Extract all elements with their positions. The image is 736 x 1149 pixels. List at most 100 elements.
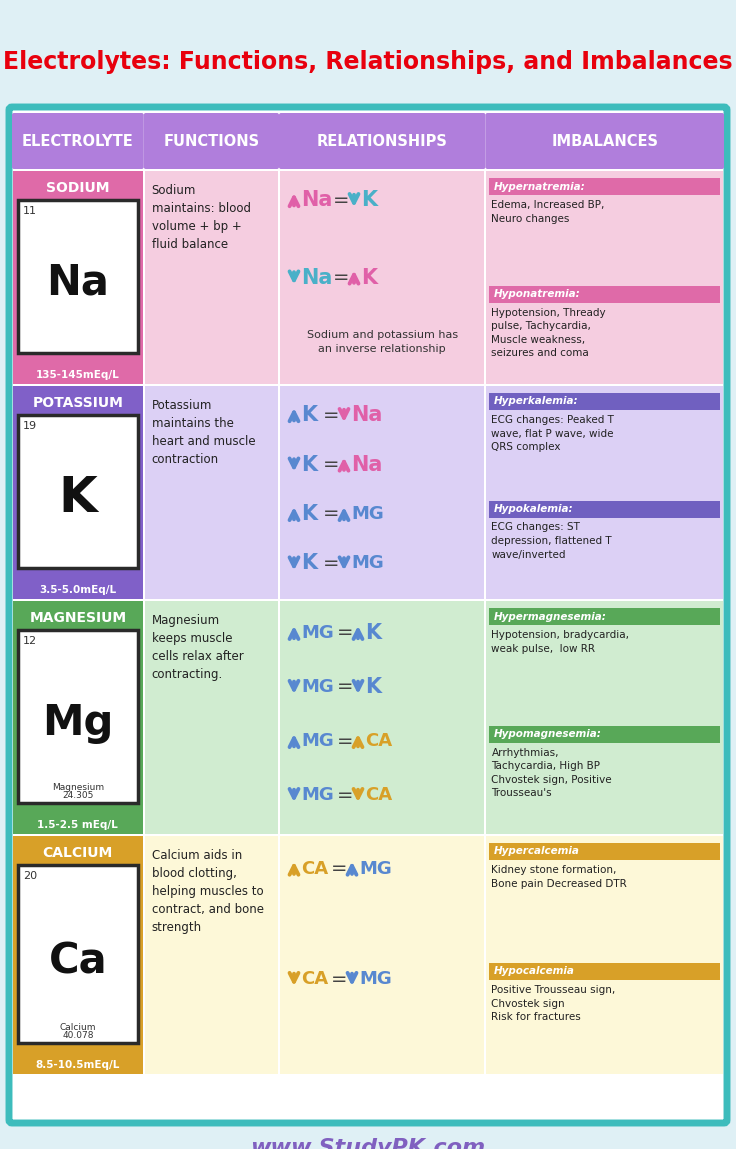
Text: Calcium aids in
blood clotting,
helping muscles to
contract, and bone
strength: Calcium aids in blood clotting, helping … [152,849,263,934]
Text: =: = [323,406,339,425]
FancyBboxPatch shape [13,601,143,834]
FancyBboxPatch shape [489,285,720,302]
Text: IMBALANCES: IMBALANCES [551,133,658,148]
Text: MG: MG [359,970,392,988]
Text: RELATIONSHIPS: RELATIONSHIPS [316,133,447,148]
FancyBboxPatch shape [18,630,138,803]
FancyBboxPatch shape [280,171,484,384]
Text: MG: MG [351,506,383,523]
FancyBboxPatch shape [13,386,143,599]
Text: Na: Na [301,268,333,287]
Text: 135-145mEq/L: 135-145mEq/L [36,370,120,380]
Text: Hypomagnesemia:: Hypomagnesemia: [493,728,601,739]
Text: =: = [333,191,350,209]
Text: K: K [301,554,317,573]
FancyBboxPatch shape [13,386,143,599]
Text: Hypotension, Thready
pulse, Tachycardia,
Muscle weakness,
seizures and coma: Hypotension, Thready pulse, Tachycardia,… [492,308,606,358]
Text: Hypotension, bradycardia,
weak pulse,  low RR: Hypotension, bradycardia, weak pulse, lo… [492,630,629,654]
Text: MG: MG [301,786,333,804]
FancyBboxPatch shape [13,171,143,384]
FancyBboxPatch shape [280,601,484,834]
Text: 24.305: 24.305 [62,792,93,801]
FancyBboxPatch shape [486,601,723,834]
Text: =: = [323,554,339,573]
Text: =: = [323,455,339,475]
Text: K: K [361,268,377,287]
Text: 12: 12 [23,637,37,646]
Text: Na: Na [301,190,333,210]
Text: CALCIUM: CALCIUM [43,846,113,859]
Text: www.StudyPK.com: www.StudyPK.com [250,1138,486,1149]
Text: K: K [365,623,381,643]
Text: Hypercalcemia: Hypercalcemia [493,847,579,856]
FancyBboxPatch shape [486,113,724,169]
FancyBboxPatch shape [489,178,720,195]
FancyBboxPatch shape [489,501,720,517]
FancyBboxPatch shape [18,200,138,353]
Text: Hypernatremia:: Hypernatremia: [493,182,585,192]
FancyBboxPatch shape [489,963,720,980]
Text: MG: MG [301,732,333,750]
Text: =: = [337,786,353,804]
FancyBboxPatch shape [145,171,278,384]
Text: 40.078: 40.078 [62,1032,93,1041]
FancyBboxPatch shape [9,107,727,1123]
Text: SODIUM: SODIUM [46,182,110,195]
FancyBboxPatch shape [279,113,486,169]
Text: Na: Na [46,262,110,303]
Text: CA: CA [365,732,392,750]
FancyBboxPatch shape [18,865,138,1043]
FancyBboxPatch shape [145,386,278,599]
Text: MG: MG [351,555,383,572]
Text: Hypocalcemia: Hypocalcemia [493,966,574,977]
Text: Arrhythmias,
Tachycardia, High BP
Chvostek sign, Positive
Trousseau's: Arrhythmias, Tachycardia, High BP Chvost… [492,748,612,799]
Text: MG: MG [301,678,333,696]
Text: =: = [323,504,339,524]
FancyBboxPatch shape [13,601,143,834]
Text: K: K [365,677,381,697]
Text: Positive Trousseau sign,
Chvostek sign
Risk for fractures: Positive Trousseau sign, Chvostek sign R… [492,985,616,1023]
Text: FUNCTIONS: FUNCTIONS [163,133,259,148]
Text: 19: 19 [23,421,37,431]
FancyBboxPatch shape [13,171,143,384]
FancyBboxPatch shape [13,836,143,1074]
Text: Sodium
maintains: blood
volume + bp +
fluid balance: Sodium maintains: blood volume + bp + fl… [152,184,251,250]
Text: Magnesium
keeps muscle
cells relax after
contracting.: Magnesium keeps muscle cells relax after… [152,614,244,681]
Text: CA: CA [301,859,328,878]
Text: =: = [333,268,350,287]
Text: Potassium
maintains the
heart and muscle
contraction: Potassium maintains the heart and muscle… [152,399,255,466]
Text: =: = [337,624,353,642]
Text: ELECTROLYTE: ELECTROLYTE [22,133,134,148]
FancyBboxPatch shape [13,836,143,1074]
Text: K: K [301,406,317,425]
Text: Na: Na [351,406,383,425]
FancyBboxPatch shape [489,843,720,859]
FancyBboxPatch shape [280,836,484,1074]
Text: K: K [58,473,97,522]
FancyBboxPatch shape [486,171,723,384]
Text: Mg: Mg [42,702,113,745]
Text: Kidney stone formation,
Bone pain Decreased DTR: Kidney stone formation, Bone pain Decrea… [492,865,627,888]
Text: 1.5-2.5 mEq/L: 1.5-2.5 mEq/L [38,820,118,830]
FancyBboxPatch shape [489,725,720,742]
Text: MG: MG [301,624,333,642]
Text: 3.5-5.0mEq/L: 3.5-5.0mEq/L [39,585,116,595]
FancyBboxPatch shape [280,386,484,599]
Text: ECG changes: Peaked T
wave, flat P wave, wide
QRS complex: ECG changes: Peaked T wave, flat P wave,… [492,415,615,453]
Text: Sodium and potassium has
an inverse relationship: Sodium and potassium has an inverse rela… [307,330,458,354]
Text: =: = [331,859,347,878]
Text: Magnesium: Magnesium [52,782,104,792]
Text: Hyperkalemia:: Hyperkalemia: [493,396,578,407]
FancyBboxPatch shape [144,113,279,169]
FancyBboxPatch shape [486,836,723,1074]
FancyBboxPatch shape [145,601,278,834]
Text: K: K [301,504,317,524]
Text: Hypokalemia:: Hypokalemia: [493,504,573,514]
Text: K: K [361,190,377,210]
FancyBboxPatch shape [486,386,723,599]
Text: 20: 20 [23,871,37,881]
Text: =: = [331,970,347,988]
FancyBboxPatch shape [12,113,144,169]
Text: MG: MG [359,859,392,878]
FancyBboxPatch shape [18,415,138,568]
